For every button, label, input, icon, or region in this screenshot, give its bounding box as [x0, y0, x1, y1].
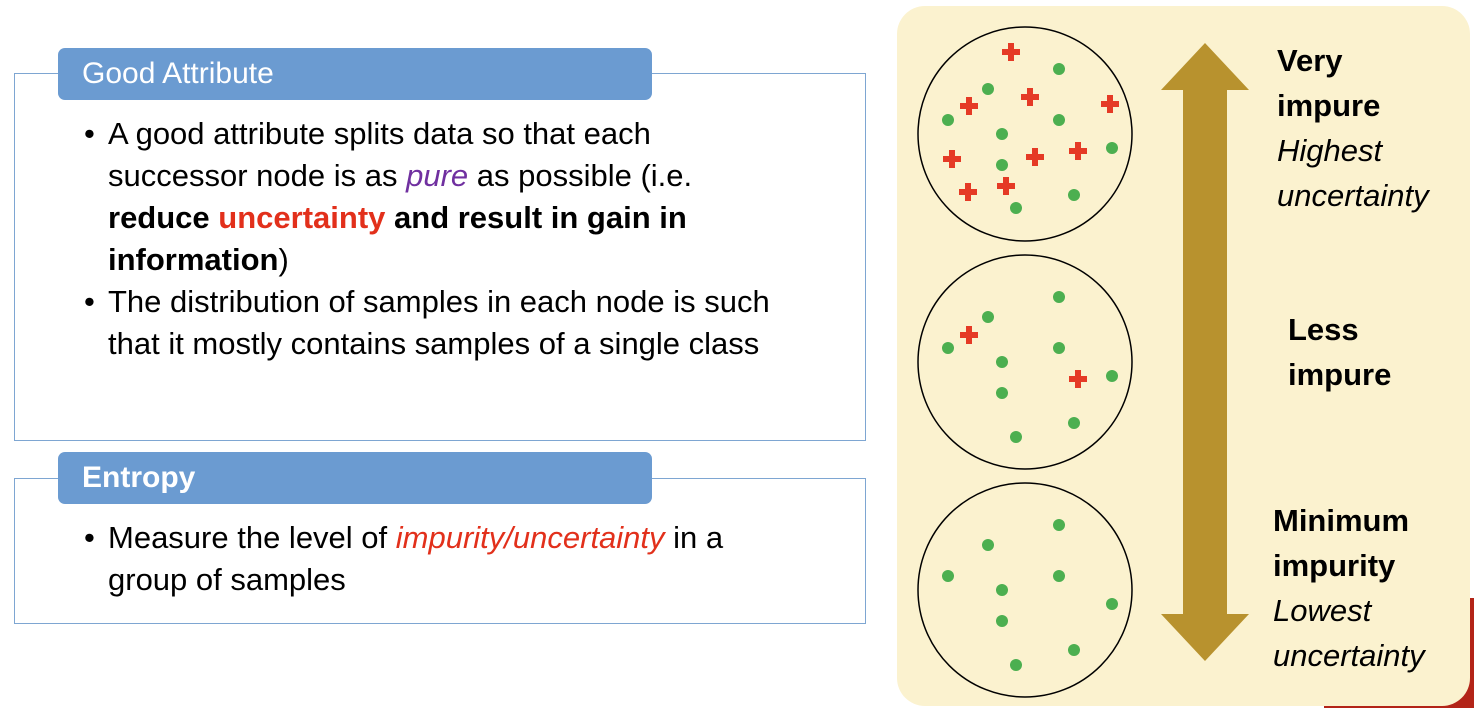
node-circles [917, 26, 1133, 698]
green-sample-dot [996, 356, 1008, 368]
green-sample-dot [1053, 342, 1065, 354]
pure-highlight: pure [406, 158, 469, 193]
green-sample-dot [942, 342, 954, 354]
entropy-list: Measure the level of impurity/uncertaint… [84, 517, 784, 601]
red-sample-cross [1021, 88, 1039, 106]
green-sample-dot [1068, 644, 1080, 656]
list-item: A good attribute splits data so that eac… [84, 113, 784, 281]
red-sample-cross [1069, 370, 1087, 388]
green-sample-dot [996, 128, 1008, 140]
green-sample-dot [1053, 519, 1065, 531]
green-sample-dot [982, 83, 994, 95]
green-sample-dot [1106, 598, 1118, 610]
green-sample-dot [1010, 202, 1022, 214]
green-sample-dot [996, 159, 1008, 171]
good-attribute-list: A good attribute splits data so that eac… [84, 113, 784, 365]
green-sample-dot [1068, 189, 1080, 201]
green-sample-dot [996, 584, 1008, 596]
green-sample-dot [942, 570, 954, 582]
green-sample-dot [1053, 291, 1065, 303]
red-sample-cross [997, 177, 1015, 195]
very-impure-label: Very impure Highest uncertainty [1277, 43, 1429, 213]
green-sample-dot [1010, 659, 1022, 671]
node-circle [917, 254, 1133, 470]
green-sample-dot [982, 539, 994, 551]
impurity-diagram [917, 26, 1249, 698]
red-sample-cross [960, 97, 978, 115]
green-sample-dot [1053, 63, 1065, 75]
red-sample-cross [1069, 142, 1087, 160]
green-sample-dot [1106, 142, 1118, 154]
double-arrow [1161, 43, 1249, 661]
green-sample-dot [1106, 370, 1118, 382]
node-circle [917, 482, 1133, 698]
node-less-impure [917, 254, 1133, 470]
less-impure-label: Less impure [1288, 312, 1392, 392]
minimum-impurity-label: Minimum impurity Lowest uncertainty [1273, 503, 1425, 673]
list-item: The distribution of samples in each node… [84, 281, 784, 365]
node-very-impure [917, 26, 1133, 242]
green-sample-dot [996, 615, 1008, 627]
green-sample-dot [1053, 114, 1065, 126]
red-sample-cross [943, 150, 961, 168]
green-sample-dot [1053, 570, 1065, 582]
good-attribute-heading: Good Attribute [58, 48, 652, 100]
green-sample-dot [1068, 417, 1080, 429]
green-sample-dot [982, 311, 994, 323]
green-sample-dot [996, 387, 1008, 399]
red-sample-cross [959, 183, 977, 201]
list-item: Measure the level of impurity/uncertaint… [84, 517, 784, 601]
impurity-highlight: impurity/uncertainty [395, 520, 665, 555]
red-sample-cross [1026, 148, 1044, 166]
green-sample-dot [1010, 431, 1022, 443]
green-sample-dot [942, 114, 954, 126]
red-sample-cross [960, 326, 978, 344]
node-min-impurity [917, 482, 1133, 698]
node-circle [917, 26, 1133, 242]
red-sample-cross [1002, 43, 1020, 61]
red-sample-cross [1101, 95, 1119, 113]
entropy-heading: Entropy [58, 452, 652, 504]
uncertainty-highlight: uncertainty [218, 200, 386, 235]
